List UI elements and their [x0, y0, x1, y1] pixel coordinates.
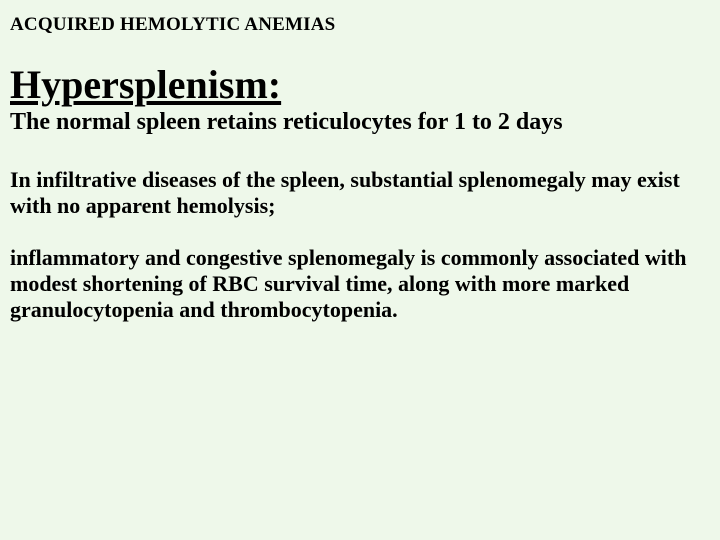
slide-paragraph-1: In infiltrative diseases of the spleen, …	[10, 167, 710, 219]
slide-paragraph-2: inflammatory and congestive splenomegaly…	[10, 245, 710, 323]
slide-subtitle: The normal spleen retains reticulocytes …	[10, 108, 710, 137]
slide-title: Hypersplenism:	[10, 64, 710, 106]
slide-overline: ACQUIRED HEMOLYTIC ANEMIAS	[10, 14, 710, 36]
slide-container: ACQUIRED HEMOLYTIC ANEMIAS Hypersplenism…	[0, 0, 720, 540]
